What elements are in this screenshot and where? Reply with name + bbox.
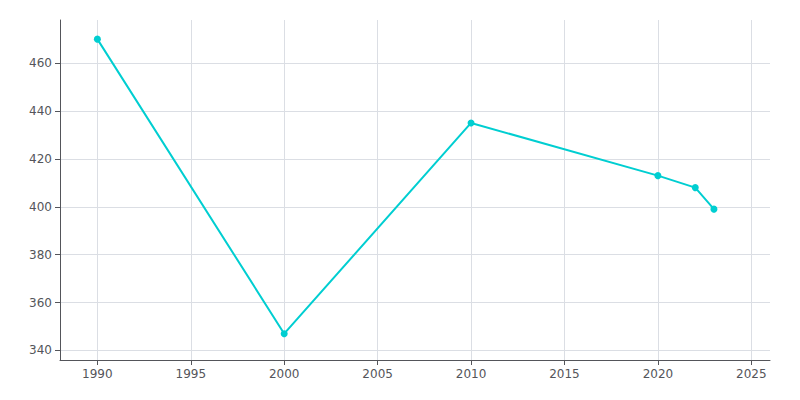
svg-text:380: 380 (29, 248, 52, 262)
svg-text:2015: 2015 (549, 367, 580, 381)
svg-text:440: 440 (29, 104, 52, 118)
svg-text:420: 420 (29, 152, 52, 166)
svg-text:460: 460 (29, 56, 52, 70)
svg-text:360: 360 (29, 296, 52, 310)
svg-text:2020: 2020 (643, 367, 674, 381)
svg-text:2025: 2025 (736, 367, 767, 381)
svg-text:2010: 2010 (456, 367, 487, 381)
svg-text:1995: 1995 (176, 367, 207, 381)
svg-text:2000: 2000 (269, 367, 300, 381)
svg-text:2005: 2005 (362, 367, 393, 381)
svg-text:1990: 1990 (82, 367, 113, 381)
svg-text:400: 400 (29, 200, 52, 214)
svg-text:340: 340 (29, 343, 52, 357)
